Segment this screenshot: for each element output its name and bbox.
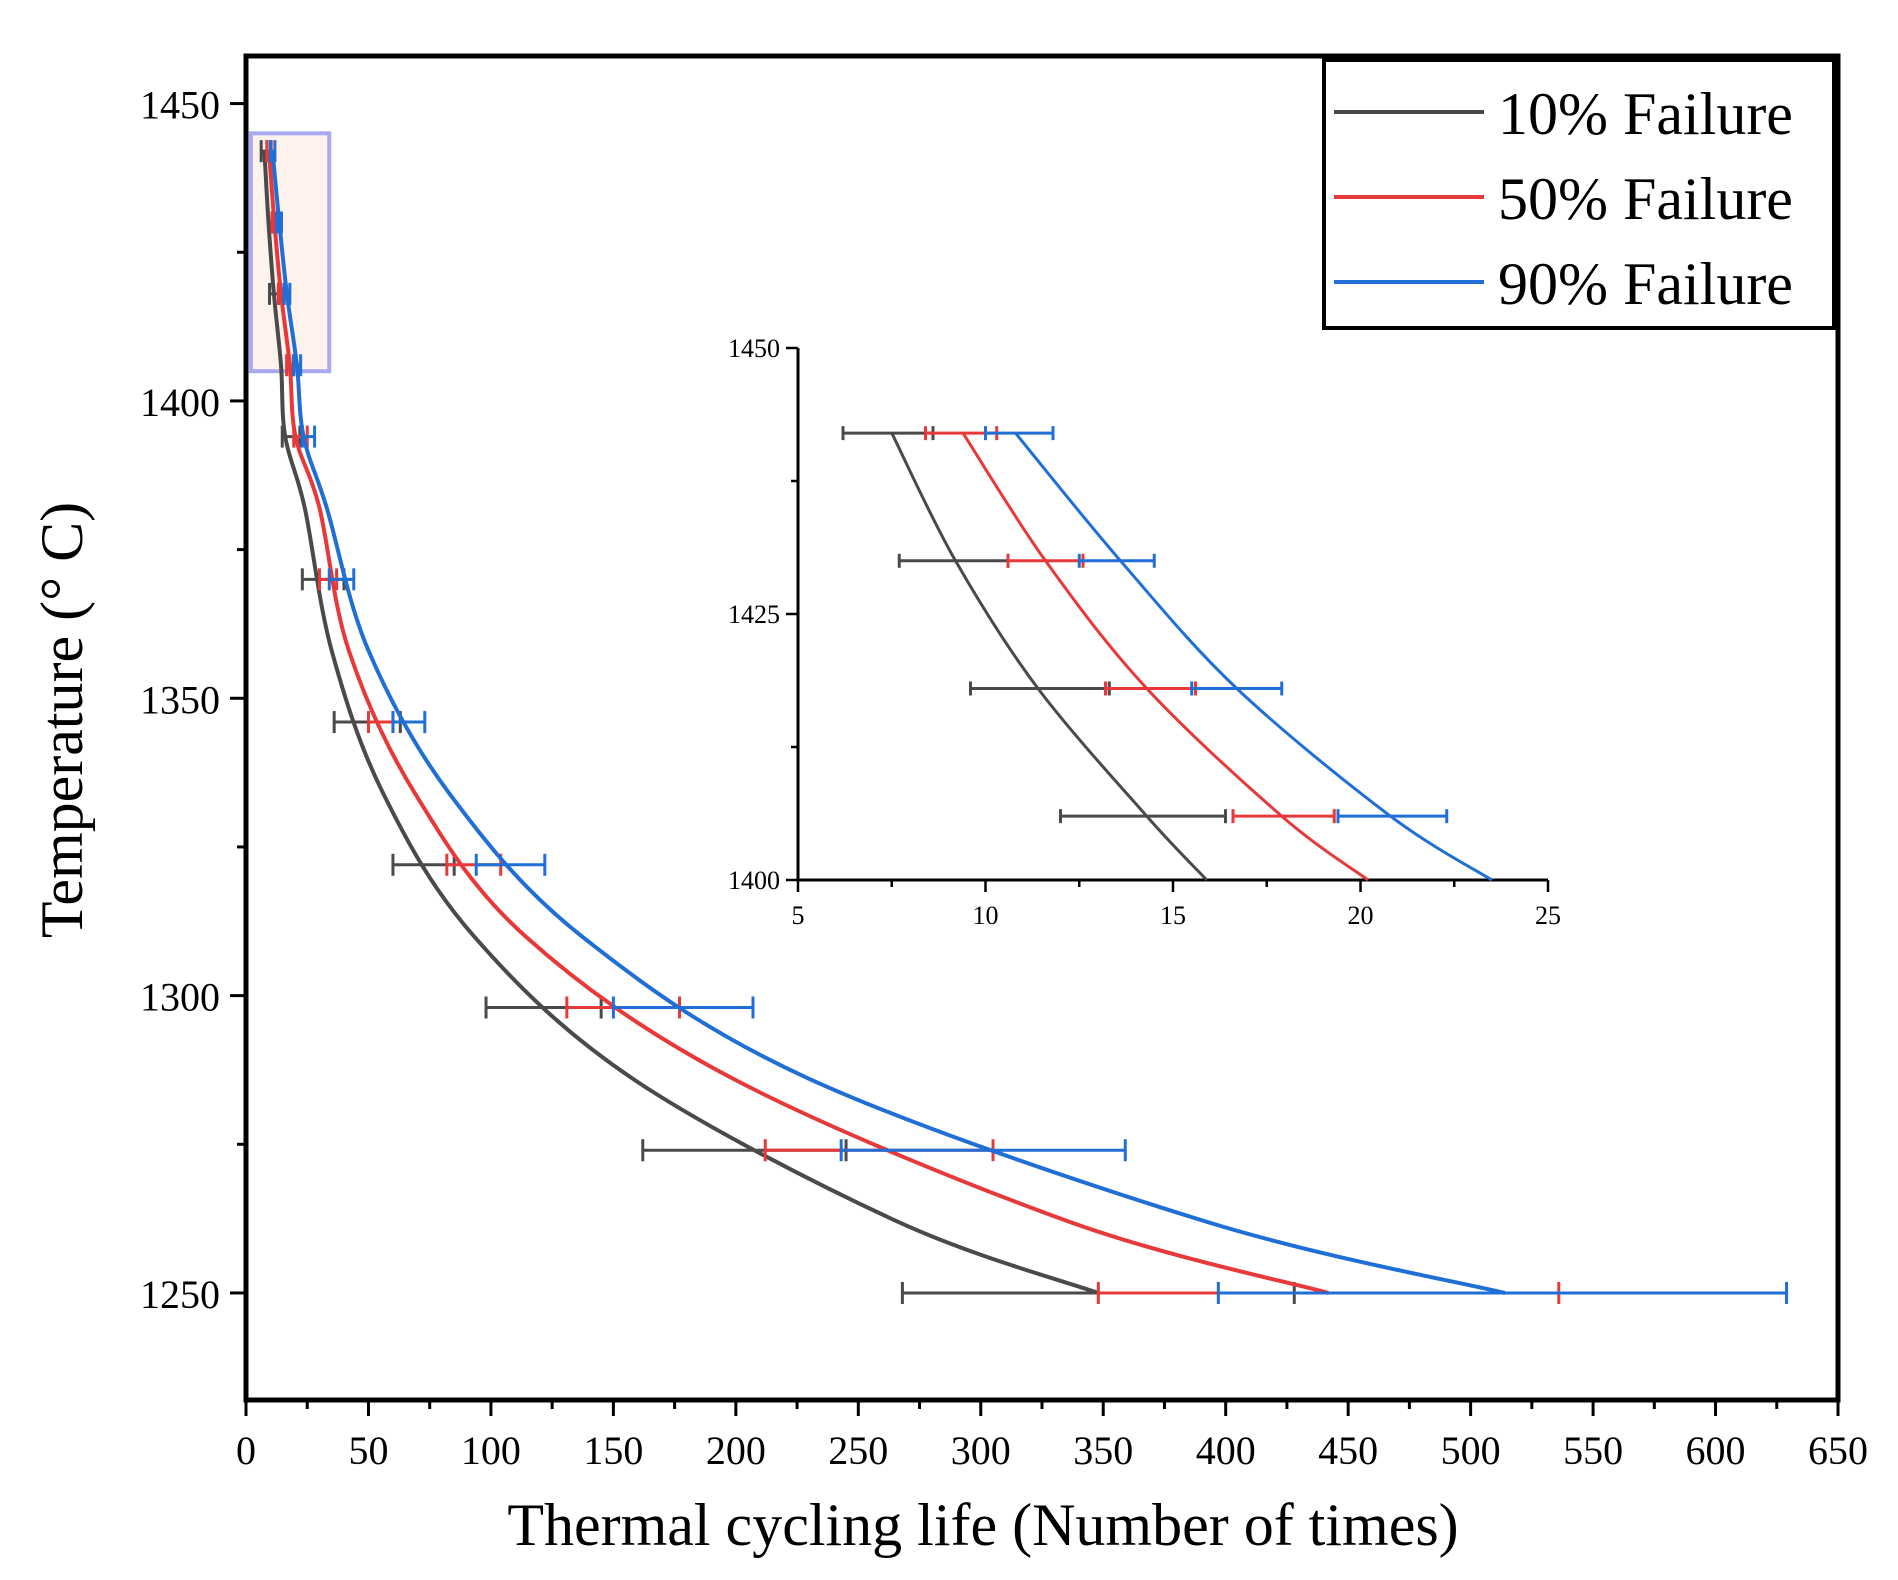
plot-frame bbox=[243, 53, 1841, 1403]
y-tick-label: 1450 bbox=[140, 83, 220, 128]
inset-series-line bbox=[1014, 432, 1493, 882]
series-line bbox=[262, 151, 1099, 1295]
y-tick-label: 1250 bbox=[140, 1272, 220, 1317]
x-tick-label: 550 bbox=[1563, 1428, 1623, 1473]
legend-label: 10% Failure bbox=[1498, 81, 1793, 147]
inset-series-line bbox=[961, 432, 1369, 882]
inset-x-tick-label: 20 bbox=[1348, 901, 1374, 930]
x-tick-label: 250 bbox=[828, 1428, 888, 1473]
y-tick-label: 1300 bbox=[140, 975, 220, 1020]
x-tick-label: 500 bbox=[1441, 1428, 1501, 1473]
series-90-failure bbox=[268, 140, 1789, 1304]
x-axis-title: Thermal cycling life (Number of times) bbox=[507, 1492, 1458, 1558]
x-tick-label: 350 bbox=[1073, 1428, 1133, 1473]
inset-x-tick-label: 15 bbox=[1160, 901, 1186, 930]
inset-x-tick-label: 25 bbox=[1535, 901, 1561, 930]
inset-x-tick-label: 10 bbox=[973, 901, 999, 930]
x-tick-label: 0 bbox=[236, 1428, 256, 1473]
x-tick-label: 400 bbox=[1196, 1428, 1256, 1473]
inset-series-90-failure bbox=[984, 426, 1493, 882]
legend-label: 90% Failure bbox=[1498, 251, 1793, 317]
inset-plot: 5 10 15 20 25 1400 1425 1450 bbox=[728, 334, 1561, 930]
x-tick-label: 150 bbox=[583, 1428, 643, 1473]
series-line bbox=[270, 151, 1506, 1295]
main-plot: 0 50 100 150 200 250 300 350 400 450 500 550 600 650 1… bbox=[140, 53, 1868, 1473]
x-tick-label: 600 bbox=[1686, 1428, 1746, 1473]
x-tick-label: 450 bbox=[1318, 1428, 1378, 1473]
x-tick-label: 50 bbox=[348, 1428, 388, 1473]
x-tick-label: 100 bbox=[461, 1428, 521, 1473]
series-line bbox=[267, 151, 1330, 1295]
x-tick-label: 650 bbox=[1808, 1428, 1868, 1473]
inset-series-10-failure bbox=[841, 426, 1227, 882]
inset-x-tick-label: 5 bbox=[792, 901, 805, 930]
x-tick-label: 200 bbox=[706, 1428, 766, 1473]
y-tick-label: 1400 bbox=[140, 380, 220, 425]
inset-y-tick-label: 1425 bbox=[728, 600, 780, 629]
legend-label: 50% Failure bbox=[1498, 166, 1793, 232]
inset-y-tick-label: 1400 bbox=[728, 866, 780, 895]
inset-series-line bbox=[890, 432, 1208, 882]
x-tick-label: 300 bbox=[951, 1428, 1011, 1473]
zoom-highlight-box bbox=[248, 131, 332, 374]
inset-series-50-failure bbox=[924, 426, 1369, 882]
y-axis-title: Temperature (° C) bbox=[29, 502, 95, 938]
y-tick-label: 1350 bbox=[140, 677, 220, 722]
legend: 10% Failure 50% Failure 90% Failure bbox=[1322, 58, 1836, 330]
inset-y-tick-label: 1450 bbox=[728, 334, 780, 363]
